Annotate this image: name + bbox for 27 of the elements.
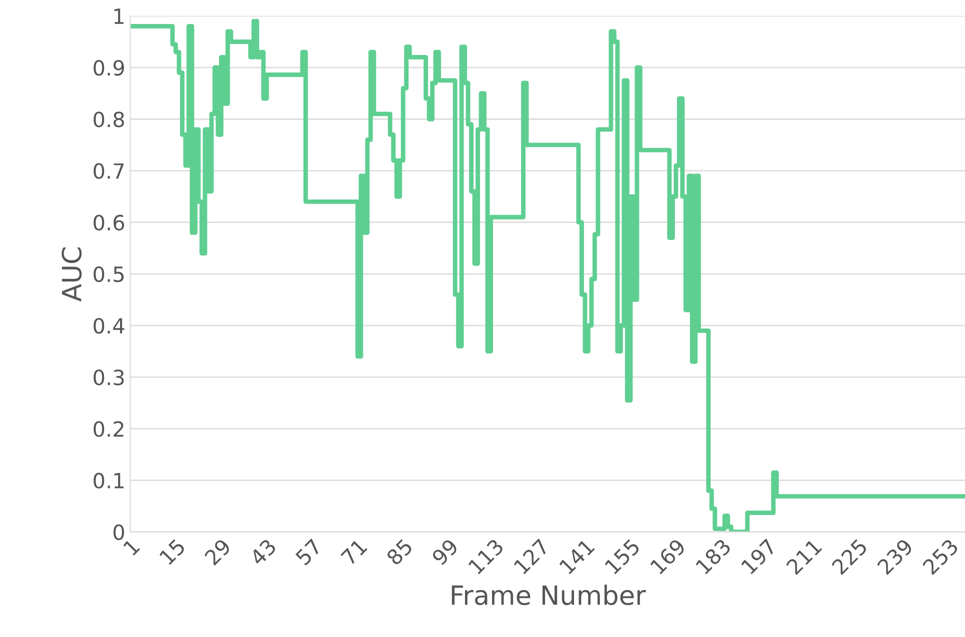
x-tick-label: 113 — [468, 538, 504, 575]
x-tick-label: 253 — [922, 538, 959, 576]
y-tick-label: 1 — [114, 8, 124, 24]
x-tick-label: 239 — [876, 538, 914, 576]
y-tick-label: 0.7 — [94, 163, 124, 179]
x-tick-label: 85 — [386, 538, 414, 566]
x-tick-label: 169 — [650, 538, 686, 575]
x-tick-label: 43 — [248, 538, 277, 566]
x-axis-title: Frame Number — [452, 584, 646, 606]
y-tick-label: 0.8 — [94, 112, 124, 128]
x-tick-label: 29 — [204, 538, 232, 566]
y-tick-label: 0.9 — [94, 60, 124, 76]
x-tick-label: 211 — [786, 538, 822, 575]
y-tick-label: 0.4 — [94, 318, 124, 334]
x-tick-label: 141 — [558, 538, 595, 574]
y-tick-label: 0 — [114, 524, 124, 540]
x-tick-label: 71 — [340, 538, 368, 566]
y-axis-title: AUC — [62, 247, 82, 302]
x-tick-label: 57 — [295, 538, 322, 566]
y-tick-label: 0.2 — [94, 421, 124, 437]
y-tick-label: 0.6 — [94, 214, 124, 231]
y-tick-label: 0.3 — [94, 370, 124, 386]
x-tick-label: 99 — [431, 538, 459, 566]
x-tick-label: 15 — [159, 538, 186, 566]
y-tick-label: 0.5 — [94, 266, 124, 282]
y-tick-label: 0.1 — [94, 472, 124, 489]
x-tick-label: 183 — [695, 538, 732, 575]
